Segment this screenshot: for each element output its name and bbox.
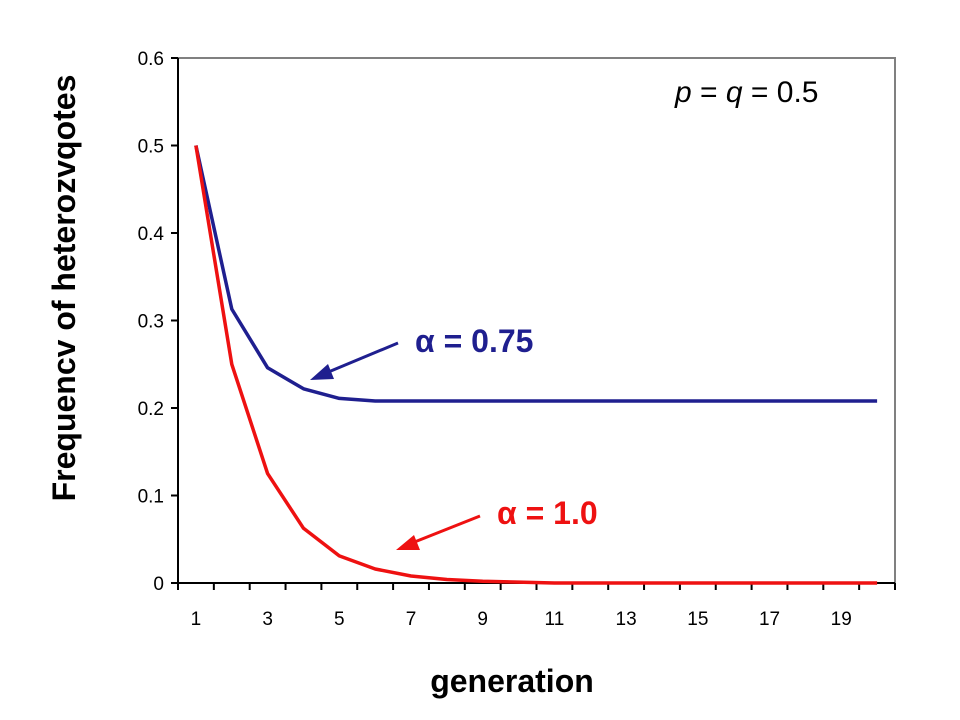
- y-tick-label: 0.5: [138, 137, 164, 158]
- annotation-eq1: =: [692, 76, 726, 109]
- x-tick-label: 1: [191, 609, 202, 630]
- x-tick-label: 17: [759, 609, 780, 630]
- arrow-alpha-075-head: [310, 364, 334, 380]
- x-tick-label: 11: [545, 609, 565, 630]
- x-tick-label: 3: [262, 609, 273, 630]
- annotation-eq2: = 0.5: [743, 76, 819, 109]
- series-line-1: [194, 145, 878, 585]
- series-label-alpha-10: α = 1.0: [497, 495, 598, 531]
- arrow-alpha-075-shaft: [325, 341, 399, 375]
- series-label-alpha-075: α = 0.75: [415, 323, 533, 359]
- y-tick-label: 0.2: [138, 399, 164, 420]
- y-tick-label: 0.4: [138, 224, 165, 245]
- annotations: p = q = 0.5 α = 0.75 α = 1.0: [310, 76, 818, 550]
- x-tick-label: 9: [477, 609, 488, 630]
- y-tick-label: 0: [153, 574, 164, 595]
- y-tick-label: 0.3: [138, 312, 164, 333]
- x-tick-label: 5: [334, 609, 345, 630]
- x-tick-label: 7: [406, 609, 417, 630]
- y-tick-label: 0.1: [138, 487, 164, 508]
- y-tick-label: 0.6: [138, 49, 164, 70]
- x-tick-label: 13: [616, 609, 637, 630]
- annotation-p: p: [674, 76, 692, 109]
- arrow-alpha-10-head: [396, 535, 420, 550]
- annotation-q: q: [726, 76, 743, 109]
- arrow-alpha-10-shaft: [411, 514, 481, 545]
- series-layer: [194, 145, 878, 585]
- x-tick-label: 19: [831, 609, 852, 630]
- y-axis-title: Frequencv of heterozvqotes: [46, 75, 82, 502]
- series-line-0: [194, 145, 878, 403]
- annotation-pq: p = q = 0.5: [674, 76, 818, 109]
- x-tick-label: 15: [687, 609, 708, 630]
- x-axis-title: generation: [430, 663, 594, 699]
